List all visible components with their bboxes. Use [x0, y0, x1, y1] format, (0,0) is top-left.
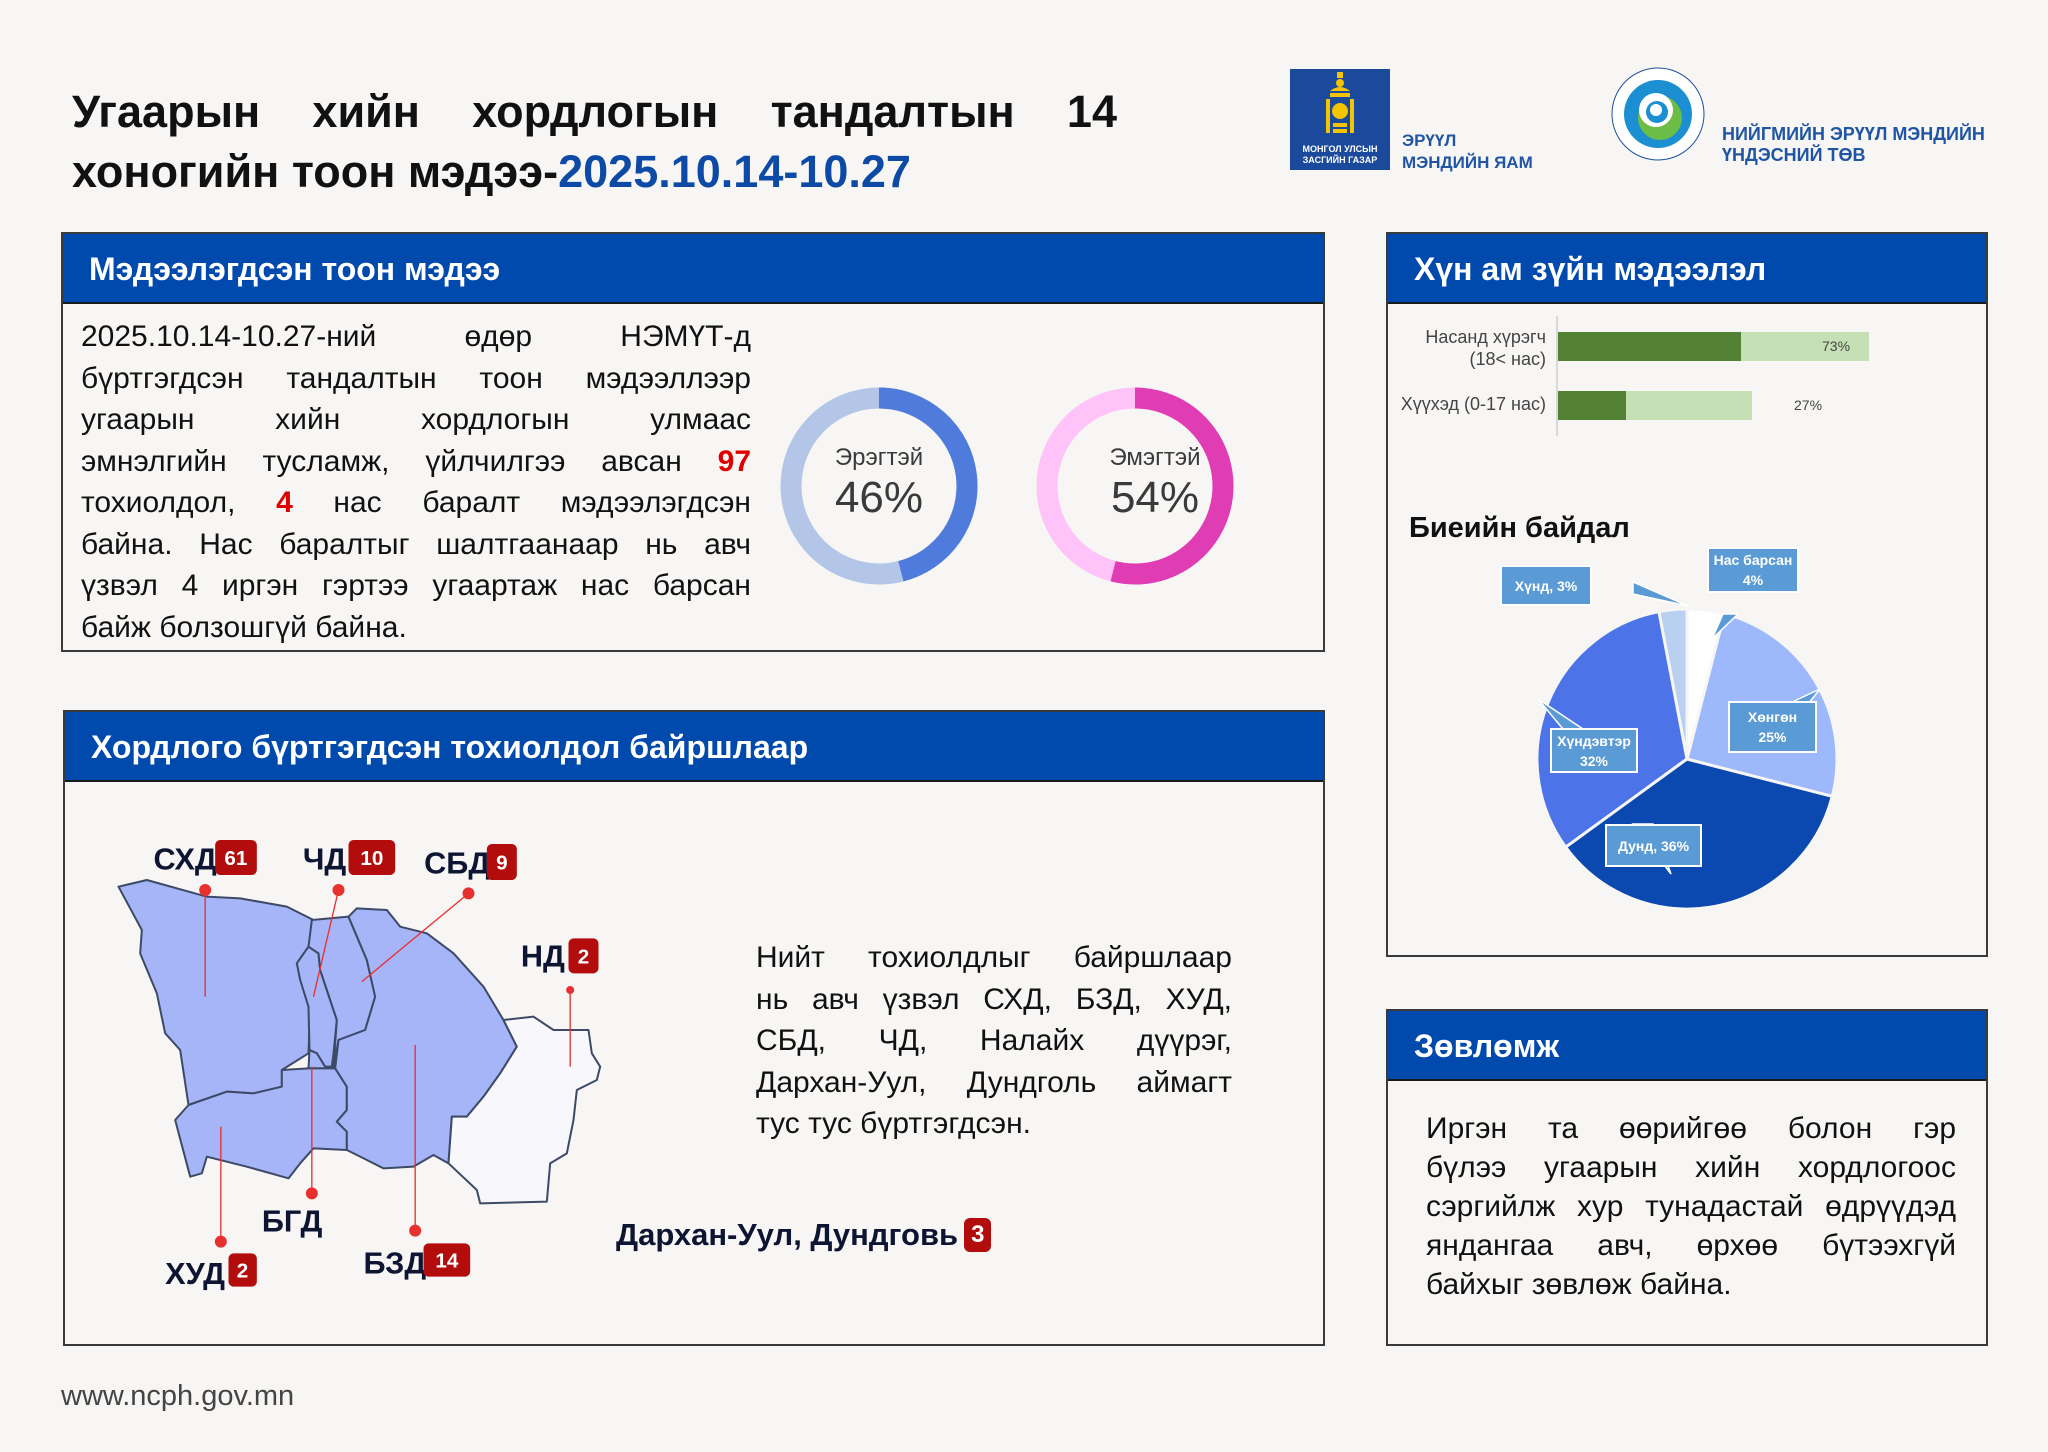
female-donut	[1036, 387, 1234, 585]
adult-percent: 73%	[1822, 338, 1851, 354]
callout-moderate: Дунд, 36%	[1605, 824, 1702, 867]
badge-hud: 2	[237, 1259, 249, 1282]
reported-data-panel: Мэдээлэгдсэн тоон мэдээ 2025.10.14-10.27…	[61, 232, 1325, 652]
title-line-1: Угаарын хийн хордлогын тандалтын 14	[72, 86, 1117, 137]
advice-header: Зөвлөмж	[1388, 1011, 1986, 1081]
page-title: Угаарын хийн хордлогын тандалтын 14 хоно…	[72, 82, 1117, 202]
label-hud: ХУД	[165, 1257, 225, 1291]
marker-bgd	[305, 1187, 318, 1200]
province-count-badge: 3	[964, 1218, 992, 1252]
ministry-name: ЭРҮҮЛ МЭНДИЙН ЯАМ	[1402, 131, 1533, 172]
demographics-header: Хүн ам зүйн мэдээлэл	[1388, 234, 1986, 304]
adult-label: Насанд хүрэгч (18< нас)	[1425, 327, 1546, 369]
label-bzd: БЗД	[364, 1246, 427, 1280]
marker-nd	[566, 986, 575, 994]
title-line-2: хоногийн тоон мэдээ-2025.10.14-10.27	[72, 142, 1117, 202]
location-text: Нийт тохиолдлыг байршлаар нь авч үзвэл С…	[756, 941, 1232, 1140]
demographics-panel: Хүн ам зүйн мэдээлэл Насанд хүрэгч (18< н…	[1386, 232, 1988, 957]
advice-panel: Зөвлөмж Иргэн та өөрийгөө болон гэр бүлэ…	[1386, 1009, 1988, 1346]
marker-chd	[332, 884, 345, 896]
age-axis	[1556, 316, 1558, 436]
male-arc	[878, 387, 978, 582]
callout-pointer-dead	[1711, 613, 1740, 640]
male-label: Эрэгтэй 46%	[834, 444, 924, 522]
badge-sbd: 9	[496, 851, 508, 874]
marker-shd	[199, 884, 212, 896]
case-count: 97	[717, 444, 752, 478]
advice-text: Иргэн та өөрийгөө болон гэр бүлээ угаары…	[1426, 1112, 1956, 1301]
ulaanbaatar-map: СХД ЧД СБД НД БГД ХУД БЗД 61 10 9 2 2 14	[117, 840, 602, 1291]
ncph-name: НИЙГМИЙН ЭРҮҮЛ МЭНДИЙН ҮНДЭСНИЙ ТӨВ	[1722, 124, 1985, 165]
child-bar-fill	[1558, 391, 1626, 420]
condition-title: Биеийн байдал	[1409, 512, 1630, 544]
government-logo: МОНГОЛ УЛСЫН ЗАСГИЙН ГАЗАР	[1290, 69, 1390, 170]
reported-data-text: 2025.10.14-10.27-ний өдөр НЭМҮТ-д бүртгэ…	[81, 320, 752, 644]
government-logo-text: МОНГОЛ УЛСЫН ЗАСГИЙН ГАЗАР	[1302, 144, 1378, 165]
death-count: 4	[276, 486, 293, 519]
title-prefix: хоногийн тоон мэдээ-	[72, 146, 559, 197]
label-nd: НД	[521, 940, 565, 974]
province-label: Дархан-Уул, Дундговь 3	[616, 1217, 992, 1253]
soyombo-icon	[1326, 72, 1354, 133]
callout-moderate-severe: Хүндэвтэр 32%	[1550, 728, 1638, 773]
district-nd	[447, 1015, 602, 1205]
marker-bzd	[409, 1224, 422, 1237]
ncph-logo	[1610, 66, 1706, 162]
gender-donuts	[780, 387, 1234, 585]
label-bgd: БГД	[262, 1205, 323, 1239]
marker-sbd	[462, 887, 475, 900]
title-dates: 2025.10.14-10.27	[558, 146, 911, 197]
reported-data-header: Мэдээлэгдсэн тоон мэдээ	[63, 234, 1323, 304]
callout-mild: Хөнгөн 25%	[1728, 701, 1817, 753]
location-header: Хордлого бүртгэгдсэн тохиолдол байршлаар	[65, 712, 1323, 782]
child-label: Хүүхэд (0-17 нас)	[1400, 394, 1546, 414]
adult-bar-fill	[1558, 332, 1741, 361]
badge-nd: 2	[578, 945, 590, 968]
callout-dead: Нас барсан 4%	[1707, 547, 1799, 593]
callout-pointer-severe	[1632, 580, 1689, 607]
female-arc	[1110, 387, 1234, 585]
female-label: Эмэгтэй 54%	[1109, 444, 1201, 522]
label-chd: ЧД	[303, 842, 347, 876]
badge-chd: 10	[360, 847, 383, 870]
marker-hud	[214, 1235, 227, 1248]
label-shd: СХД	[154, 842, 217, 876]
label-sbd: СБД	[424, 846, 490, 880]
callout-severe: Хүнд, 3%	[1500, 565, 1592, 606]
child-percent: 27%	[1794, 397, 1823, 413]
male-donut	[780, 387, 978, 585]
website-link[interactable]: www.ncph.gov.mn	[61, 1380, 295, 1412]
badge-bzd: 14	[435, 1249, 458, 1272]
district-bzd	[334, 907, 518, 1170]
badge-shd: 61	[224, 847, 247, 870]
